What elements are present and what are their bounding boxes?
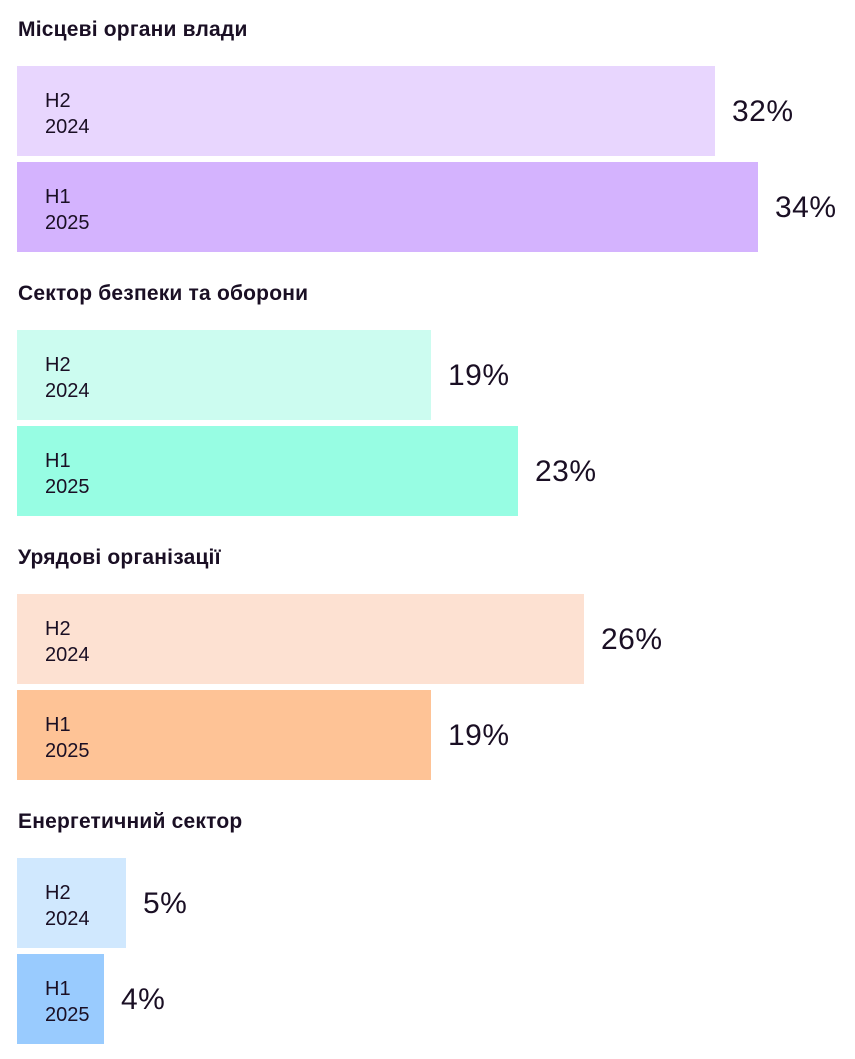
bar: H2 2024 [17, 66, 715, 156]
data-label: 19% [448, 719, 510, 752]
period: H2 [45, 90, 71, 112]
data-label: 4% [121, 983, 166, 1016]
bar: H2 2024 [17, 330, 431, 420]
year: 2025 [45, 1004, 90, 1026]
bar: H1 2025 [17, 162, 758, 252]
bar-period-label: H1 2025 [45, 448, 90, 500]
period: H2 [45, 882, 71, 904]
bar: H2 2024 [17, 594, 584, 684]
year: 2024 [45, 644, 90, 666]
bar: H1 2025 [17, 690, 431, 780]
bar-period-label: H2 2024 [45, 880, 90, 932]
year: 2024 [45, 116, 90, 138]
bar: H1 2025 [17, 426, 518, 516]
year: 2025 [45, 476, 90, 498]
bar-period-label: H1 2025 [45, 976, 90, 1028]
year: 2025 [45, 740, 90, 762]
bar-period-label: H2 2024 [45, 352, 90, 404]
period: H2 [45, 354, 71, 376]
year: 2024 [45, 380, 90, 402]
data-label: 19% [448, 359, 510, 392]
period: H1 [45, 978, 71, 1000]
period: H1 [45, 186, 71, 208]
year: 2024 [45, 908, 90, 930]
bar-period-label: H1 2025 [45, 184, 90, 236]
bar: H1 2025 [17, 954, 104, 1044]
period: H2 [45, 618, 71, 640]
group-title: Місцеві органи влади [18, 18, 248, 41]
data-label: 34% [775, 191, 837, 224]
group-title: Урядові організації [18, 546, 221, 569]
data-label: 32% [732, 95, 794, 128]
data-label: 26% [601, 623, 663, 656]
data-label: 5% [143, 887, 188, 920]
data-label: 23% [535, 455, 597, 488]
group-title: Енергетичний сектор [18, 810, 243, 833]
bar: H2 2024 [17, 858, 126, 948]
group-title: Сектор безпеки та оборони [18, 282, 309, 305]
year: 2025 [45, 212, 90, 234]
bar-period-label: H2 2024 [45, 616, 90, 668]
bar-period-label: H2 2024 [45, 88, 90, 140]
period: H1 [45, 450, 71, 472]
period: H1 [45, 714, 71, 736]
bar-period-label: H1 2025 [45, 712, 90, 764]
